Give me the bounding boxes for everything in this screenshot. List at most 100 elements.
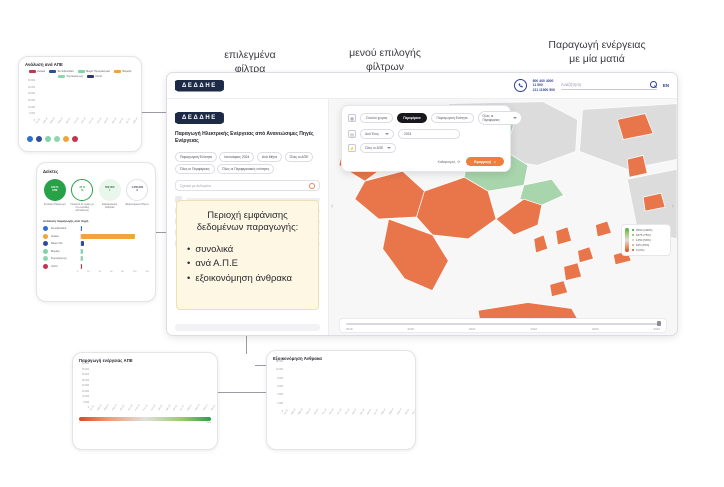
selected-filter-chips: Παραγωγική Ενότητα Ιανουάριος 2024 Ανά Μ… bbox=[175, 151, 320, 174]
kpi-item: 100 % ΑΠΕ Συνολική Παραγωγή bbox=[43, 179, 67, 212]
filter-chip[interactable]: Παραγωγική Ενότητα bbox=[175, 151, 217, 162]
card-green-production[interactable]: Παραγωγή ενέργειας ΑΠΕ 40.000 35.000 30.00… bbox=[72, 352, 218, 450]
period-select-value: Ανά Έτος bbox=[365, 132, 379, 136]
info-icon[interactable] bbox=[309, 182, 315, 189]
chart-apy-xaxis: Ιαν 22 Φεβ 22 Μαρ 22 Απρ 22 Μαι 22 Ιουν 22 Ιου… bbox=[25, 117, 141, 125]
source-select[interactable]: Όλες οι ΑΠΕ bbox=[360, 143, 397, 153]
card-apy-dots bbox=[25, 136, 135, 142]
card-kpi-title: Δείκτες bbox=[43, 169, 59, 174]
hbar-label: Βιομάζα bbox=[51, 249, 60, 253]
kpi-item: 45 % % Ποσοστό σε σχέση με την συνολική … bbox=[71, 179, 95, 212]
leader-line-apy bbox=[142, 112, 168, 113]
timeline-knob[interactable] bbox=[657, 321, 661, 326]
annotation-note: Περιοχή εμφάνισης δεδομένων παραγωγής: σ… bbox=[176, 200, 319, 310]
filter-chip[interactable]: Ανά Μήνα bbox=[256, 151, 283, 162]
tab-country[interactable]: Σύνολο χώρας bbox=[360, 113, 394, 123]
source-select-value: Όλες οι ΑΠΕ bbox=[365, 146, 384, 150]
filter-menu-panel[interactable]: ▦ Σύνολο χώρας Περιφέρεια Παραγωγική Ενό… bbox=[341, 105, 522, 172]
kpi-circle: 500.000 t bbox=[98, 179, 121, 201]
legend-entry: Αιολικά bbox=[28, 70, 45, 73]
grid-icon: ▦ bbox=[348, 114, 356, 122]
hbar-chart-title: Ανάλυση παραγωγής ανά πηγή bbox=[43, 219, 89, 223]
range-ends: 0 2500 bbox=[79, 422, 211, 424]
card-apy-breakdown[interactable]: Ανάλυση ανά ΑΠΕ Αιολικά Φωτοβολταϊκά Μικ… bbox=[18, 56, 142, 152]
callout-energy-glance: Παραγωγή ενέργειας με μία ματιά bbox=[548, 39, 646, 66]
y-tick: 25.000 bbox=[27, 86, 35, 89]
hbar-row[interactable]: Αιολικά bbox=[43, 233, 149, 239]
filter-chip[interactable]: Ιανουάριος 2024 bbox=[219, 151, 255, 162]
hbar-color-dot bbox=[43, 226, 48, 231]
search-input[interactable]: Αναζήτηση bbox=[560, 81, 657, 90]
map-timeline[interactable]: 2019 2020 2021 2022 2023 2024 bbox=[339, 318, 667, 333]
tab-production-unit[interactable]: Παραγωγική Ενότητα bbox=[430, 113, 474, 123]
card-indicators[interactable]: Δείκτες 100 % ΑΠΕ Συνολική Παραγωγή 45 %… bbox=[36, 162, 156, 302]
hbar-axis-tick: 80 bbox=[121, 271, 124, 273]
hbar-axis-tick: 40 bbox=[98, 271, 101, 273]
apply-filters-button[interactable]: Εφαρμογή ⌕ bbox=[466, 157, 504, 166]
phone-2: 11 500 bbox=[532, 83, 543, 88]
card-apy-legend: Αιολικά Φωτοβολταϊκά Μικρά Υδροηλεκτρικά… bbox=[25, 70, 135, 78]
legend-label: Μικρά Υδροηλεκτρικά bbox=[86, 70, 110, 73]
y-tick: 25.000 bbox=[81, 379, 89, 382]
search-placeholder: Αναζήτηση bbox=[560, 82, 582, 87]
hbar-row[interactable]: Μικρά Υδρ. bbox=[43, 241, 149, 246]
card-carbon-savings[interactable]: Εξοικονόμηση Άνθρακα 12.000 10.000 8.000 6.… bbox=[266, 350, 416, 450]
y-tick: 15.000 bbox=[81, 390, 89, 393]
kpi-label: Ποσοστό σε σχέση με την συνολική κατανάλ… bbox=[70, 203, 94, 212]
hbar-label: Λοιπά bbox=[51, 264, 58, 268]
panel-search-input[interactable]: Σχετικά με Δεδομένα bbox=[175, 180, 320, 191]
hbar-chart: Φωτοβολταϊκά Αιολικά Μικρά Υδρ. Βιομάζα Συμπ… bbox=[43, 226, 149, 269]
filter-chip[interactable]: Όλες οι ΑΠΕ bbox=[284, 151, 314, 162]
kpi-value: 1.450.000 bbox=[131, 186, 144, 190]
hbar-track bbox=[80, 226, 149, 231]
hbar-axis-tick: 0 bbox=[77, 271, 79, 273]
hbar-row[interactable]: Βιομάζα bbox=[43, 248, 149, 254]
legend-label: Βιομάζα bbox=[122, 70, 132, 73]
map-next-button[interactable]: › bbox=[671, 203, 674, 210]
chart-carbon-xaxis: Ιαν 22 Φεβ 22 Μαρ 22 Απρ 22 Μαι 22 Ιουν 22 Ιου… bbox=[273, 408, 415, 416]
hbar-row[interactable]: Φωτοβολταϊκά bbox=[43, 226, 149, 231]
legend-label: 1250 (50%) bbox=[635, 238, 651, 242]
kpi-label: Συνολική Παραγωγή bbox=[43, 203, 66, 206]
map-area[interactable]: ▦ Σύνολο χώρας Περιφέρεια Παραγωγική Ενό… bbox=[329, 99, 677, 335]
tab-region[interactable]: Περιφέρεια bbox=[397, 113, 427, 123]
search-icon[interactable] bbox=[649, 81, 657, 88]
y-tick: 35.000 bbox=[81, 368, 89, 371]
hbar-fill bbox=[81, 241, 85, 246]
language-toggle[interactable]: EN bbox=[662, 83, 669, 88]
year-input[interactable]: 2024 bbox=[398, 129, 460, 139]
y-tick: 12.000 bbox=[275, 361, 283, 363]
chart-apy-yaxis: 30.000 25.000 20.000 15.000 10.000 5.000 0 bbox=[25, 80, 36, 122]
panel-footer-bar bbox=[175, 324, 320, 331]
timeline-labels: 2019 2020 2021 2022 2023 2024 bbox=[346, 327, 660, 331]
map-prev-button[interactable]: ‹ bbox=[331, 203, 334, 210]
hbar-row[interactable]: Συμπαραγωγή bbox=[43, 256, 149, 261]
period-select[interactable]: Ανά Έτος bbox=[360, 129, 394, 139]
hbar-track bbox=[80, 241, 149, 246]
hbar-row[interactable]: Λοιπά bbox=[43, 263, 149, 269]
deddie-logo[interactable]: ΔΕΔΔΗΕ bbox=[175, 79, 224, 92]
timeline-track[interactable] bbox=[346, 321, 661, 326]
y-tick: 6.000 bbox=[277, 385, 283, 388]
apply-filters-label: Εφαρμογή bbox=[474, 159, 492, 164]
x-tick: Ιουν 23 bbox=[411, 408, 416, 416]
filter-chip[interactable]: Όλες οι Περιφερειακές ενότητες bbox=[217, 164, 275, 174]
legend-item: 1250 (50%) bbox=[631, 238, 653, 242]
range-slider[interactable] bbox=[79, 417, 211, 421]
timeline-tick: 2020 bbox=[407, 327, 414, 331]
panel-search-placeholder: Σχετικά με Δεδομένα bbox=[180, 183, 211, 188]
filter-chip[interactable]: Όλες οι Περιφέρειες bbox=[175, 164, 215, 174]
range-max: 2500 bbox=[206, 422, 211, 424]
callout-filter-menu: μενού επιλογής φίλτρων bbox=[349, 47, 421, 74]
leader-line-carbon bbox=[255, 365, 269, 366]
chart-carbon-plot: 12.000 10.000 8.000 6.000 4.000 2.000 0 bbox=[273, 361, 409, 413]
region-select[interactable]: Όλες οι Περιφέρειες bbox=[477, 111, 522, 125]
placeholder-bar bbox=[186, 197, 320, 202]
kpi-unit: t bbox=[109, 189, 111, 192]
chart-carbon-yaxis: 12.000 10.000 8.000 6.000 4.000 2.000 0 bbox=[273, 361, 284, 413]
hbar-axis-tick: 100 bbox=[132, 271, 137, 273]
clear-filters-button[interactable]: Καθαρισμός ⟳ bbox=[438, 160, 461, 164]
hbar-track bbox=[80, 263, 149, 269]
chart-apy-plot: 30.000 25.000 20.000 15.000 10.000 5.000 0 bbox=[25, 80, 135, 122]
phone-numbers: 800 400 4000 11 500 211 11900 500 bbox=[533, 79, 555, 93]
